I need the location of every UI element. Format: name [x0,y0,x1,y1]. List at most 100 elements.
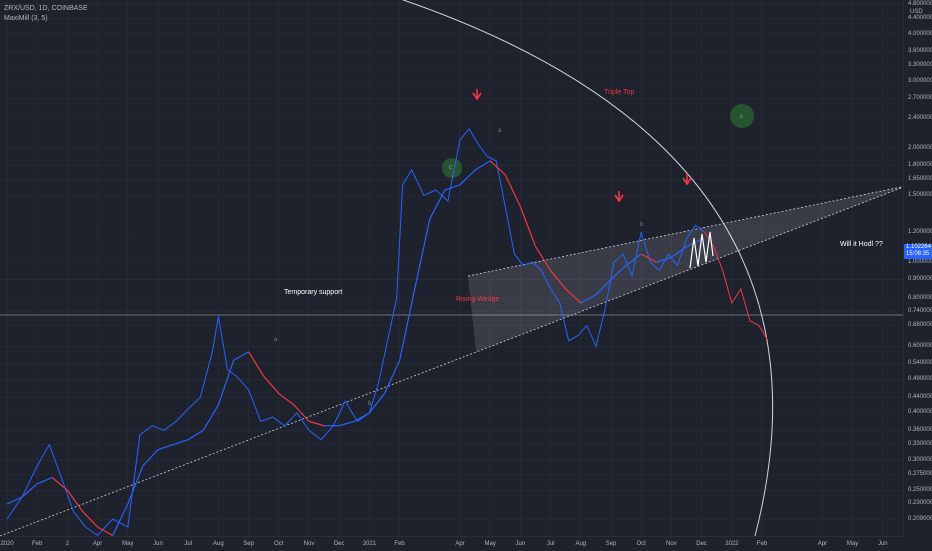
maximill-line-segment [595,279,612,296]
annotation-temporary-support: Temporary support [284,289,343,296]
wave-label-b: b [640,222,644,228]
time-tick-label: 2021 [362,541,377,547]
time-tick-label: Oct [636,541,646,547]
time-tick-label: Oct [274,541,284,547]
maximill-line-segment [399,288,416,361]
time-tick-label: Jul [184,541,193,547]
drawings [0,0,903,536]
highlight-circle [730,104,754,128]
maximill-line-segment [580,294,597,304]
price-tick-label: 0.275000 [908,471,932,478]
maximill-line-segment [656,256,672,263]
price-tick-label: 0.680000 [908,322,932,329]
price-tick-label: 0.209000 [908,516,932,523]
time-tick-label: May [122,541,134,547]
series-layer [6,127,769,536]
price-tick-label: 0.540000 [908,360,932,367]
circle-label-c: c [740,114,743,120]
time-tick-label: Jun [877,541,888,547]
price-tick-label: 0.250000 [908,486,932,493]
price-tick-label: 0.800000 [908,295,932,302]
wedge-upper-trendline [467,186,903,277]
last-price-value: 1.102264 [906,244,932,250]
price-tick-label: 0.400000 [908,409,932,416]
time-tick-label: Jun [153,541,163,547]
maximill-line-segment [354,412,370,422]
maximill-line-segment [368,393,385,414]
price-tick-label: 1.650000 [908,176,932,183]
rising-wedge-area [468,186,903,352]
price-tick-label: 2.400000 [908,114,932,121]
time-tick-label: May [846,541,859,547]
maximill-line-segment [263,375,280,394]
down-arrow-icon [614,191,624,203]
price-series-line [6,127,705,536]
maximill-line-segment [142,449,159,467]
price-tick-label: 0.490000 [908,376,932,383]
maximill-line-segment [504,174,521,208]
maximill-line-segment [459,169,476,186]
price-tick-label: 0.900000 [908,275,932,282]
projected-price-line [704,231,769,342]
maximill-line-segment [474,160,491,171]
maximill-line-segment [550,270,567,290]
time-tick-label: Apr [455,541,465,547]
time-tick-label: Nov [303,541,315,547]
down-arrow-icon [472,89,482,101]
time-tick-label: Feb [32,541,43,547]
maximill-line-segment [36,477,53,485]
price-tick-label: 0.440000 [908,393,932,400]
arc-drawing [401,0,774,536]
maximill-line-segment [21,483,38,498]
price-tick-label: 1.200000 [908,228,932,235]
maximill-line-segment [308,420,325,427]
time-tick-label: Apr [817,541,828,547]
maximill-line-segment [383,360,401,394]
maximill-line-segment [625,253,642,266]
price-axis-unit: USD [910,9,923,15]
maximill-line-segment [293,404,310,422]
annotation-triple-top: Triple Top [604,89,635,96]
time-tick-label: Dec [696,541,707,547]
price-tick-label: 3.300000 [908,62,932,69]
price-tick-label: 3.600000 [908,47,932,54]
price-tick-label: 2.700000 [908,95,932,102]
time-tick-label: Apr [92,541,103,547]
maximill-line-segment [233,351,249,362]
maximill-line-segment [534,246,552,271]
maximill-line-segment [112,503,129,536]
time-axis[interactable]: 2020 Feb 2 Apr May Jun Jul Aug Sep Oct Nov Dec 2021 F… [0,536,903,551]
wave-label-a: a [274,337,278,343]
zigzag-marker [689,231,714,269]
chart-plot[interactable] [0,0,903,536]
maximill-line-segment [339,420,355,427]
maximill-line-segment [202,404,219,431]
maximill-line-segment [278,393,295,406]
time-tick-label: Jun [515,541,526,547]
price-axis[interactable]: 4.800000 4.400000 4.000000 3.600000 3.300000… [903,0,932,536]
annotation-will-it-hodl: Will it Hodl ?? [840,241,883,248]
maximill-line-segment [6,496,23,505]
price-tick-label: 4.800000 [908,0,932,7]
time-tick-label: Feb [756,541,768,547]
price-tick-label: 0.330000 [908,441,932,448]
maximill-line-segment [97,526,113,536]
maximill-line-segment [157,444,174,451]
wedge-lower-trendline [0,186,903,536]
price-tick-label: 0.600000 [908,342,932,349]
time-tick-label: Aug [213,541,224,547]
maximill-line-segment [671,245,687,258]
maximill-line-segment [610,265,627,280]
time-tick-label: Aug [575,541,587,547]
maximill-line-segment [429,189,446,220]
price-tick-label: 0.300000 [908,456,932,463]
grid [0,0,903,536]
maximill-line-segment [686,238,702,247]
highlight-circle [442,158,462,178]
wave-label-a: a [498,128,502,134]
time-tick-label: 2022 [725,541,739,547]
maximill-line-segment [640,253,657,263]
time-tick-label: May [484,541,496,547]
circle-label-c: c [449,165,452,171]
